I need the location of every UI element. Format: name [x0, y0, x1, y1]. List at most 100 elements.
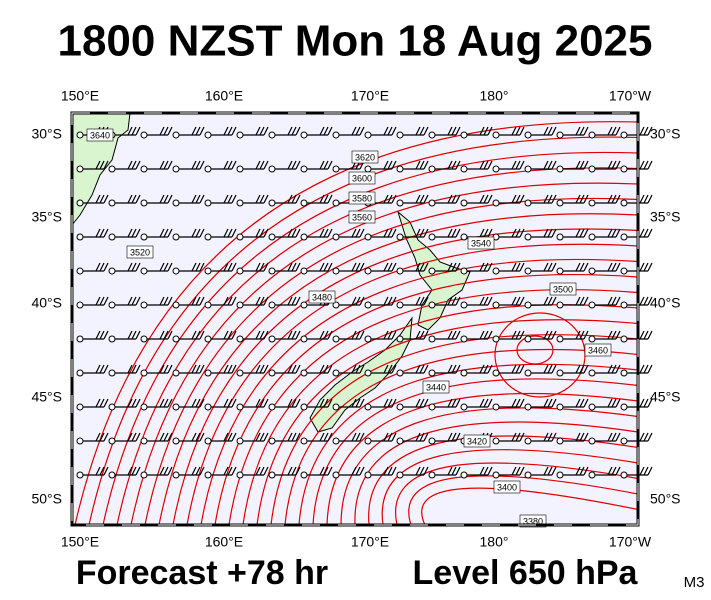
barb-feather	[415, 296, 421, 306]
barb-feather	[515, 364, 521, 374]
barb-feather	[163, 398, 169, 408]
barb-station	[172, 369, 180, 377]
barb-feather	[583, 466, 589, 476]
barb-feather	[255, 228, 261, 238]
barb-feather	[511, 364, 517, 374]
barb-station	[76, 437, 84, 445]
barb-feather	[579, 126, 585, 136]
barb-station	[588, 301, 596, 309]
barb-feather	[583, 126, 589, 136]
barb-feather	[519, 262, 525, 272]
barb-feather	[455, 262, 461, 272]
contour-label-box	[348, 171, 376, 185]
barb-feather	[223, 432, 229, 442]
barb-feather	[579, 160, 585, 170]
barb-feather	[263, 330, 269, 340]
barb-feather	[255, 432, 261, 442]
barb-station	[588, 335, 596, 343]
barb-station	[108, 403, 116, 411]
barb-feather	[295, 296, 301, 306]
barb-station	[396, 131, 404, 139]
barb-feather	[483, 194, 489, 204]
barb-station	[492, 199, 500, 207]
barb-feather	[391, 364, 397, 374]
contour-label: 3380	[523, 516, 543, 526]
barb-station	[428, 403, 436, 411]
barb-feather	[95, 398, 101, 408]
barb-station	[204, 437, 212, 445]
barb-station	[524, 301, 532, 309]
barb-feather	[223, 398, 229, 408]
barb-feather	[515, 228, 521, 238]
barb-feather	[195, 398, 201, 408]
barb-feather	[95, 364, 101, 374]
barb-feather	[199, 228, 205, 238]
barb-feather	[607, 228, 613, 238]
barb-feather	[579, 296, 585, 306]
barb-station	[460, 301, 468, 309]
contour-label: 3560	[352, 212, 372, 222]
barb-station	[364, 165, 372, 173]
barb-feather	[103, 432, 109, 442]
barb-feather	[223, 194, 229, 204]
barb-station	[204, 335, 212, 343]
barb-feather	[227, 262, 233, 272]
barb-feather	[575, 126, 581, 136]
barb-feather	[263, 364, 269, 374]
barb-feather	[195, 364, 201, 374]
barb-station	[620, 301, 628, 309]
barb-feather	[383, 194, 389, 204]
barb-feather	[383, 296, 389, 306]
barb-feather	[127, 364, 133, 374]
barb-feather	[451, 330, 457, 340]
barb-feather	[319, 194, 325, 204]
barb-feather	[419, 466, 425, 476]
barb-feather	[167, 398, 173, 408]
barb-feather	[423, 160, 429, 170]
barb-feather	[131, 262, 137, 272]
barb-station	[524, 369, 532, 377]
barb-feather	[647, 228, 653, 238]
right-axis-label: 45°S	[650, 389, 681, 405]
barb-station	[332, 233, 340, 241]
barb-feather	[387, 126, 393, 136]
barb-station	[204, 165, 212, 173]
barb-feather	[487, 228, 493, 238]
barb-station	[588, 165, 596, 173]
barb-feather	[483, 228, 489, 238]
barb-feather	[511, 160, 517, 170]
barb-feather	[319, 466, 325, 476]
barb-station	[268, 437, 276, 445]
barb-feather	[327, 126, 333, 136]
barb-feather	[355, 330, 361, 340]
barb-station	[524, 131, 532, 139]
barb-feather	[99, 432, 105, 442]
barb-station	[556, 199, 564, 207]
barb-feather	[351, 466, 357, 476]
barb-feather	[383, 398, 389, 408]
barb-feather	[487, 364, 493, 374]
left-axis-label: 35°S	[31, 209, 62, 225]
barb-feather	[607, 466, 613, 476]
barb-feather	[551, 330, 557, 340]
barb-feather	[391, 262, 397, 272]
barb-feather	[447, 330, 453, 340]
barb-feather	[387, 296, 393, 306]
barb-feather	[191, 432, 197, 442]
barb-feather	[103, 194, 109, 204]
barb-feather	[223, 262, 229, 272]
barb-feather	[295, 262, 301, 272]
barb-feather	[583, 194, 589, 204]
contour-label: 3540	[471, 238, 491, 248]
barb-station	[300, 199, 308, 207]
barb-station	[460, 403, 468, 411]
barb-feather	[295, 194, 301, 204]
left-axis-label: 45°S	[31, 389, 62, 405]
barb-station	[396, 369, 404, 377]
barb-feather	[583, 364, 589, 374]
barb-feather	[639, 228, 645, 238]
barb-feather	[287, 432, 293, 442]
contour-label-box	[126, 245, 154, 259]
barb-station	[396, 199, 404, 207]
barb-feather	[159, 432, 165, 442]
